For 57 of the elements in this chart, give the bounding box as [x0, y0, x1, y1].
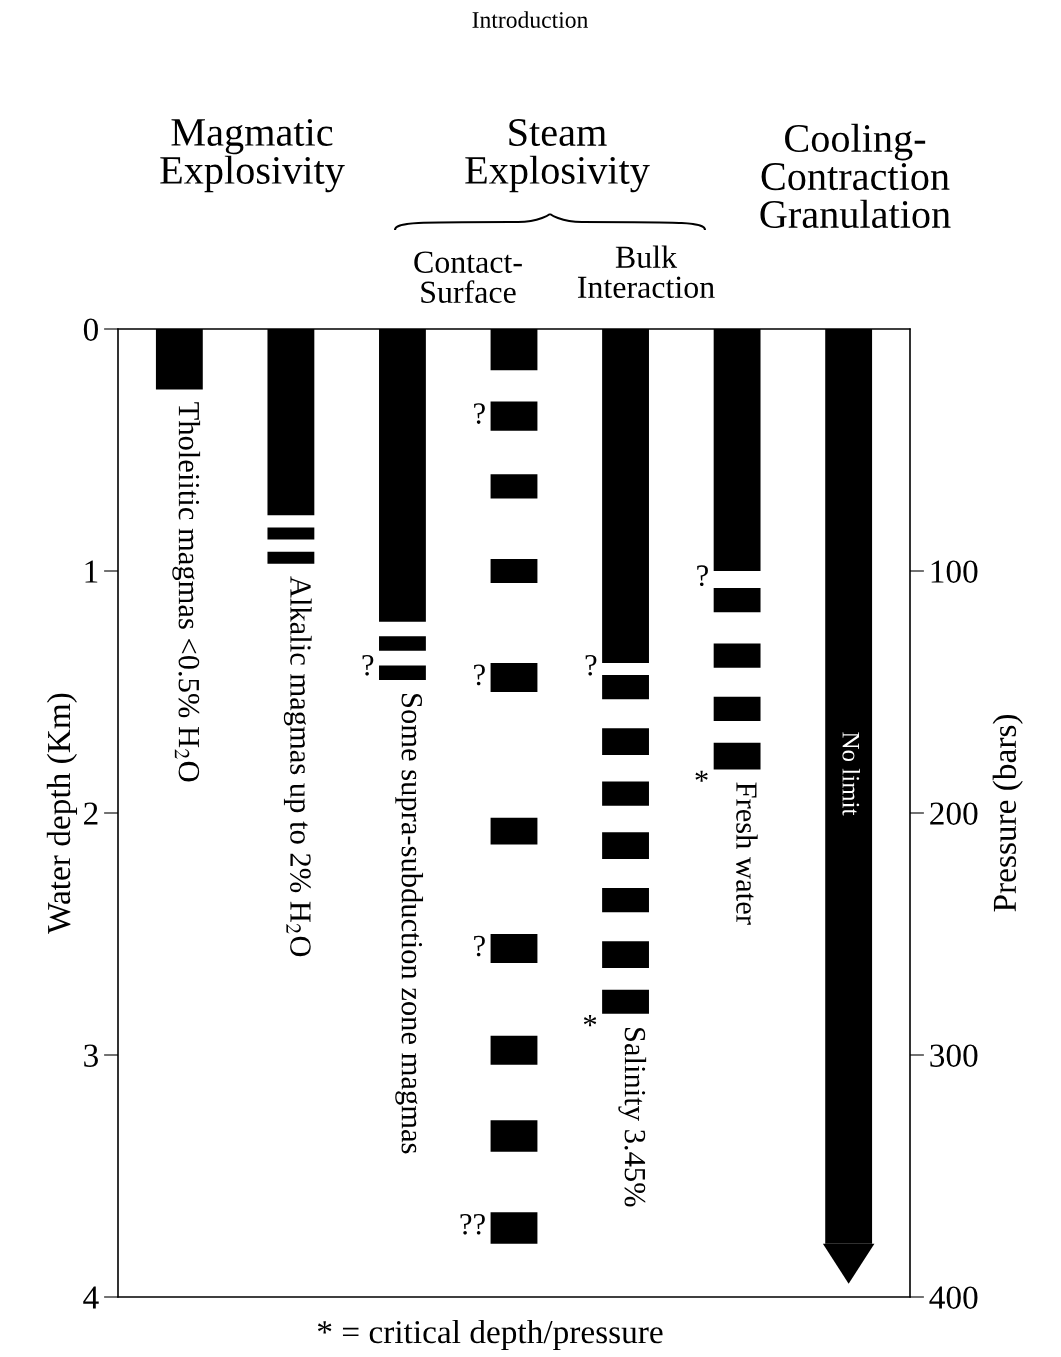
bar [267, 527, 315, 540]
x-tick-label: Some supra-subduction zone magmas [395, 694, 424, 1154]
bar [490, 558, 538, 584]
x-tick-label: Tholeiitic magmas <0.5% H$_{2}$O [172, 402, 201, 782]
bar [602, 888, 649, 913]
bar [490, 401, 538, 431]
bar [602, 832, 649, 859]
bar [490, 1120, 538, 1152]
y2-tick-label: 400 [929, 1286, 978, 1309]
bar [602, 728, 649, 755]
annotation: * [583, 1015, 597, 1027]
annotation: ? [697, 565, 708, 587]
y2-tick-label: 200 [930, 802, 978, 825]
annotation: ? [474, 935, 485, 957]
bar [490, 1212, 538, 1244]
y-axis-title: Water depth (Km) [46, 693, 78, 934]
text: Cooling- Contraction Granulation [760, 123, 951, 229]
bar [267, 551, 315, 564]
bar [713, 643, 761, 668]
bar [490, 474, 538, 499]
y-tick-label: 0 [83, 318, 98, 341]
bar [602, 989, 649, 1014]
x-tick-label: Fresh water [736, 782, 758, 925]
annotation: ? [474, 403, 485, 424]
text: Contact- Surface [414, 251, 522, 304]
y-tick-label: 4 [83, 1286, 99, 1309]
bar [490, 817, 538, 845]
chart-title: Introduction [472, 11, 588, 28]
text: * = critical depth/pressure [317, 1319, 663, 1351]
bar [602, 675, 649, 700]
y2-axis-title: Pressure (bars) [992, 714, 1023, 912]
bar [713, 742, 761, 770]
y-tick-label: 1 [85, 560, 98, 583]
annotation: ? [362, 654, 374, 676]
annotation: ? [474, 664, 485, 686]
y-tick-label: 2 [84, 802, 98, 825]
text: Steam Explosivity [465, 119, 650, 193]
annotation: ? [585, 654, 597, 676]
bar [602, 781, 649, 806]
annotation: ?? [460, 1213, 485, 1235]
x-tick-label: No limit [842, 732, 860, 816]
bar [379, 665, 426, 680]
bar [713, 587, 761, 613]
bar [490, 662, 538, 692]
text: Magmatic Explosivity [160, 118, 345, 193]
bar [379, 636, 426, 651]
y2-tick-label: 100 [931, 560, 978, 583]
x-tick-label: Alkalic magmas up to 2% H$_{2}$O [283, 576, 312, 957]
annotation: * [695, 770, 708, 782]
bar [490, 934, 538, 964]
bar [713, 696, 761, 722]
bar [490, 1035, 538, 1065]
bar [602, 941, 649, 968]
y-tick-label: 3 [84, 1044, 98, 1067]
text: Bulk Interaction [577, 245, 715, 299]
y2-tick-label: 300 [930, 1044, 978, 1067]
x-tick-label: Salinity 3.45% [618, 1028, 647, 1207]
